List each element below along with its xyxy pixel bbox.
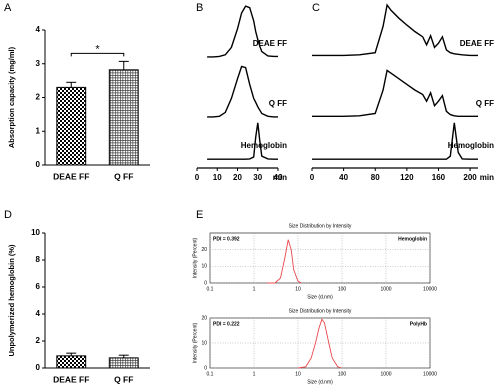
bar: [108, 357, 139, 369]
x-tick-label: 160: [432, 173, 446, 182]
trace-label: DEAE FF: [253, 39, 287, 48]
x-tick-label: 0: [310, 173, 315, 182]
panel-letter: D: [4, 209, 12, 221]
panel-letter: A: [4, 2, 12, 14]
trace-label: Q FF: [269, 99, 287, 108]
x-tick-label: 100: [338, 371, 347, 377]
x-tick-label: 100: [338, 286, 347, 292]
x-tick-label: 40: [339, 173, 348, 182]
bar: [56, 86, 87, 166]
y-tick-label: 2: [36, 336, 41, 345]
y-axis-label: Intensity (Percent): [192, 322, 198, 363]
x-tick-label: 1000: [380, 371, 391, 377]
x-tick-label: Q FF: [114, 171, 133, 181]
y-axis-label: Unpolymerized hemoglobin (%): [7, 244, 16, 357]
x-tick-label: 80: [371, 173, 380, 182]
y-tick-label: 20: [201, 247, 207, 253]
y-axis-label: Absorption capacity (mg/ml): [7, 46, 16, 148]
trace-label: Q FF: [476, 99, 494, 108]
trace-label: DEAE FF: [460, 39, 494, 48]
chart-title: Size Distribution by Intensity: [289, 223, 352, 229]
x-tick-label: DEAE FF: [53, 374, 89, 384]
trace: [207, 5, 278, 58]
x-tick-label: 1: [253, 286, 256, 292]
chart-title: Size Distribution by Intensity: [289, 308, 352, 314]
x-tick-label: 40: [274, 173, 283, 182]
trace: [207, 122, 278, 160]
trace: [312, 3, 478, 57]
x-tick-label: 10000: [423, 286, 437, 292]
x-tick-label: 10: [295, 286, 301, 292]
pdi-label: PDI = 0.222: [213, 321, 240, 327]
x-tick-label: 120: [400, 173, 414, 182]
y-tick-label: 10: [201, 264, 207, 270]
x-tick-label: 10: [295, 371, 301, 377]
x-tick-label: 10: [213, 173, 222, 182]
x-axis-label: Size (d.nm): [307, 379, 333, 385]
sample-label: Hemoglobin: [398, 236, 427, 242]
trace: [312, 122, 478, 160]
sample-label: PolyHb: [410, 321, 427, 327]
x-axis-label: min: [480, 173, 494, 182]
y-tick-label: 4: [36, 25, 41, 34]
significance-label: *: [95, 43, 100, 55]
x-tick-label: 200: [463, 173, 477, 182]
y-tick-label: 8: [36, 255, 41, 264]
y-tick-label: 0: [204, 280, 207, 286]
bar: [108, 69, 139, 166]
bar: [56, 355, 87, 369]
significance-bracket: [70, 52, 125, 57]
trace: [312, 69, 478, 117]
y-tick-label: 20: [201, 315, 207, 321]
x-tick-label: DEAE FF: [53, 171, 89, 181]
y-tick-label: 1: [36, 126, 41, 135]
pdi-label: PDI = 0.392: [213, 236, 240, 242]
plot-frame: [209, 232, 431, 284]
y-tick-label: 10: [31, 228, 40, 237]
x-axis-label: min: [273, 173, 287, 182]
x-tick-label: Q FF: [114, 374, 133, 384]
y-tick-label: 10: [201, 340, 207, 346]
trace-label: Hemoglobin: [448, 141, 494, 150]
y-axis-label: Intensity (Percent): [192, 237, 198, 278]
y-tick-label: 3: [36, 59, 41, 68]
x-tick-label: 0.1: [207, 371, 214, 377]
x-tick-label: 1: [253, 371, 256, 377]
panel-letter: C: [312, 2, 320, 14]
y-tick-label: 0: [36, 160, 41, 169]
x-tick-label: 30: [253, 173, 262, 182]
y-tick-label: 0: [36, 363, 41, 372]
y-tick-label: 6: [36, 282, 41, 291]
x-tick-label: 1000: [380, 286, 391, 292]
panel-letter: E: [196, 209, 203, 221]
y-tick-label: 4: [36, 309, 41, 318]
size-curve: [297, 318, 343, 369]
trace-label: Hemoglobin: [241, 141, 287, 150]
x-axis-label: Size (d.nm): [307, 294, 333, 300]
x-tick-label: 0.1: [207, 286, 214, 292]
panel-letter: B: [196, 2, 203, 14]
trace: [207, 65, 278, 118]
y-tick-label: 2: [36, 93, 41, 102]
x-tick-label: 10000: [423, 371, 437, 377]
x-tick-label: 0: [195, 173, 200, 182]
size-curve: [267, 239, 302, 284]
y-tick-label: 0: [204, 365, 207, 371]
x-tick-label: 20: [233, 173, 242, 182]
